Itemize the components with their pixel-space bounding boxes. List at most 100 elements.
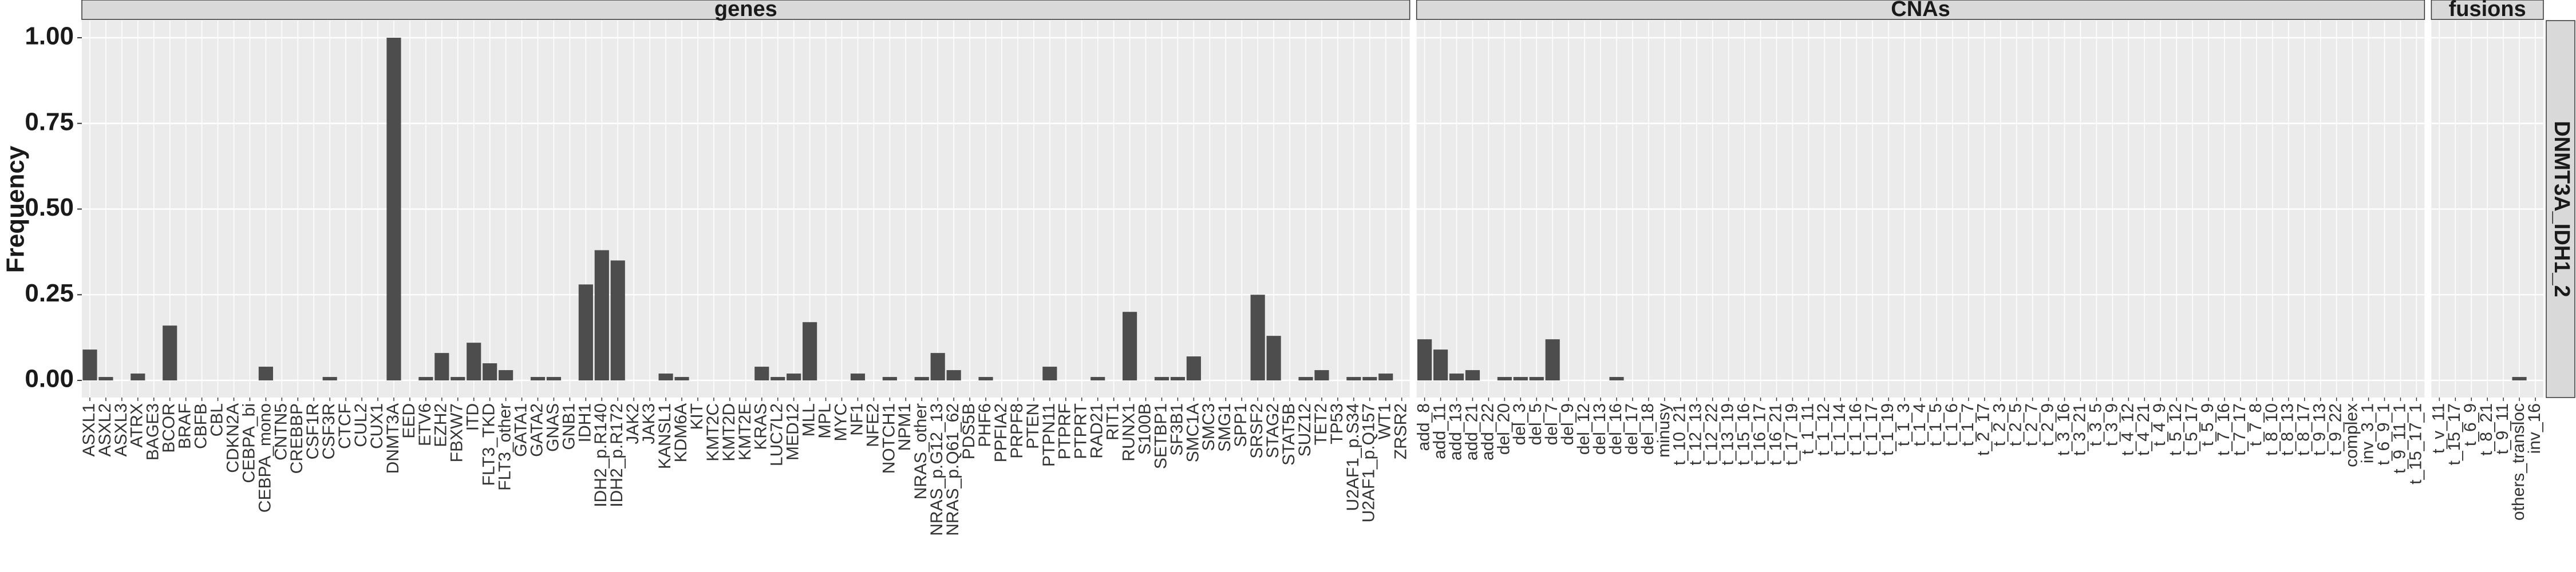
x-tick-label: t_3_21: [2070, 403, 2089, 456]
bar: [610, 260, 625, 381]
x-tick-label: t_7_17: [2230, 403, 2249, 456]
x-tick-label: KRAS: [752, 403, 771, 450]
x-tick-label: MLL: [800, 403, 819, 436]
bar: [1266, 336, 1281, 381]
x-tick-label: t_9_11: [2493, 403, 2512, 455]
x-tick-label: t_9_13: [2310, 403, 2329, 456]
x-tick-label: WT1: [1376, 403, 1394, 439]
x-tick-label: PRPF8: [1008, 403, 1026, 459]
x-tick-label: MYC: [831, 403, 850, 442]
x-tick-label: MED12: [784, 403, 803, 460]
x-tick-label: t_17_19: [1782, 403, 1801, 465]
x-tick-label: t_1_17: [1862, 403, 1881, 456]
bar: [2512, 377, 2527, 381]
x-tick-label: del_16: [1606, 403, 1625, 455]
x-tick-label: PPFIA2: [991, 403, 1010, 462]
x-tick-label: inv_3_1: [2358, 403, 2377, 463]
x-tick-label: ATRX: [128, 403, 147, 448]
x-tick-label: t_8_13: [2278, 403, 2297, 456]
x-tick-label: inv_16: [2525, 403, 2544, 454]
bar: [530, 377, 546, 381]
x-tick-label: t_1_7: [1958, 403, 1977, 446]
x-tick-label: KMT2E: [736, 403, 754, 460]
x-tick-label: t_1_16: [1846, 403, 1865, 456]
x-tick-label: JAK3: [639, 403, 658, 444]
facet-strip: [1416, 0, 2425, 20]
bar: [98, 377, 113, 381]
x-tick-label: t_12_22: [1702, 403, 1721, 465]
x-tick-label: t_5_9: [2198, 403, 2217, 446]
x-tick-label: CBL: [207, 403, 226, 436]
bar: [754, 367, 769, 381]
x-tick-label: del_12: [1574, 403, 1593, 455]
x-tick-label: CEBPA_mono: [255, 403, 274, 513]
bar: [803, 322, 817, 381]
y-axis-title: Frequency: [2, 145, 30, 273]
bar: [1449, 374, 1464, 381]
y-tick-label: 0.25: [25, 279, 74, 307]
x-tick-label: t_6_9: [2461, 403, 2480, 446]
x-tick-label: CBFB: [192, 403, 211, 449]
x-tick-label: NRAS_p.G12_13: [927, 403, 946, 536]
bar: [386, 37, 401, 381]
x-tick-label: S100B: [1135, 403, 1154, 455]
x-tick-label: t_13_19: [1718, 403, 1737, 465]
x-tick-label: t_15_17: [2445, 403, 2464, 465]
row-strip-label: DNMT3A_IDH1_2: [2550, 121, 2574, 297]
x-tick-label: SF3B1: [1167, 403, 1186, 456]
x-tick-label: FLT3_other: [496, 403, 515, 491]
bar: [1513, 377, 1528, 381]
x-tick-label: t_1_11: [1798, 403, 1817, 455]
x-tick-label: t_1_4: [1910, 403, 1929, 446]
x-tick-label: EZH2: [432, 403, 451, 447]
x-tick-label: complex: [2342, 403, 2361, 467]
x-tick-label: KMT2D: [720, 403, 738, 462]
x-tick-label: t_7_8: [2246, 403, 2265, 446]
x-tick-label: ASXL1: [80, 403, 98, 456]
y-tick-label: 0.00: [25, 365, 74, 393]
y-tick-label: 0.75: [25, 108, 74, 136]
x-tick-label: others_transloc: [2509, 403, 2528, 521]
bar: [1091, 377, 1105, 381]
x-tick-label: KIT: [688, 403, 706, 430]
x-tick-label: SMC3: [1199, 403, 1218, 451]
x-tick-label: t_2_7: [2022, 403, 2041, 446]
x-tick-label: PDS5B: [959, 403, 978, 459]
x-tick-label: t_1_6: [1942, 403, 1961, 446]
bar: [674, 377, 689, 381]
x-tick-label: t_7_16: [2214, 403, 2233, 456]
x-tick-label: t_9_22: [2326, 403, 2345, 456]
x-tick-label: RUNX1: [1119, 403, 1138, 462]
x-tick-label: t_9_11_1: [2390, 403, 2409, 474]
x-tick-label: CSF3R: [319, 403, 338, 459]
bar: [1186, 356, 1201, 381]
x-tick-label: add_21: [1462, 403, 1481, 460]
x-tick-label: ITD: [464, 403, 483, 431]
x-tick-label: t_1_14: [1830, 403, 1849, 456]
x-tick-label: t_10_21: [1670, 403, 1689, 465]
facet-strip: [2431, 0, 2544, 20]
x-tick-label: IDH1: [575, 403, 594, 442]
x-tick-label: t_1_5: [1926, 403, 1945, 446]
x-tick-label: GNB1: [559, 403, 578, 450]
x-tick-label: t_4_12: [2118, 403, 2137, 456]
bar: [1314, 370, 1329, 381]
x-tick-label: U2AF1_p.S34: [1344, 403, 1362, 511]
x-tick-label: t_1_3: [1894, 403, 1913, 446]
x-tick-label: add_8: [1415, 403, 1433, 451]
x-tick-label: del_20: [1494, 403, 1513, 455]
bar: [1609, 377, 1624, 381]
x-tick-label: NOTCH1: [879, 403, 898, 474]
x-tick-label: del_7: [1542, 403, 1561, 445]
x-tick-label: BCOR: [160, 403, 179, 453]
x-tick-label: t_8_10: [2262, 403, 2281, 456]
x-tick-label: EED: [400, 403, 418, 439]
bar: [82, 349, 97, 381]
x-tick-label: NRAS_p.Q61_62: [943, 403, 962, 536]
x-tick-label: SMC1A: [1183, 403, 1202, 462]
x-tick-label: CUX1: [368, 403, 386, 449]
facet-strip: [81, 0, 1411, 20]
x-tick-label: ASXL3: [112, 403, 131, 456]
x-tick-label: t_15_16: [1735, 403, 1753, 465]
